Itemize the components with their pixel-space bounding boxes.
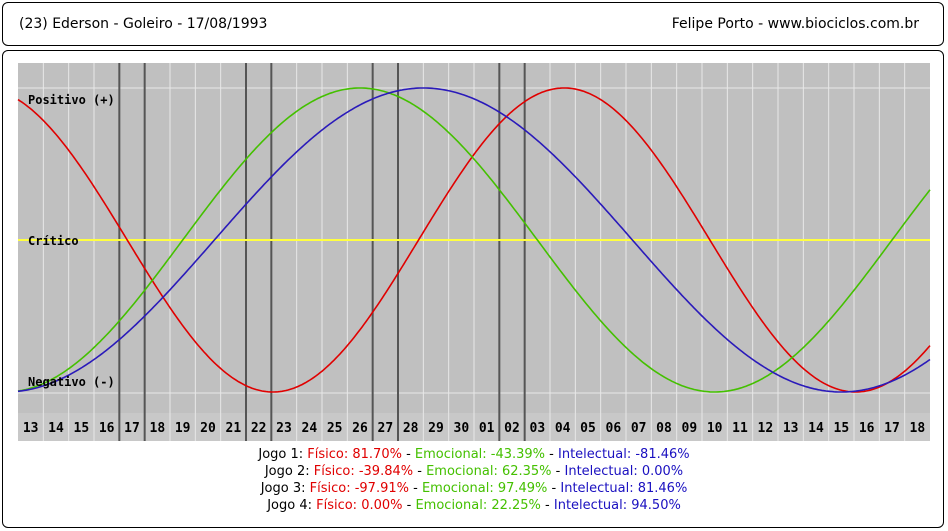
series-line-físico	[17, 87, 931, 393]
series-line-intelectual	[17, 87, 931, 393]
fisico-value: Físico: 81.70%	[307, 447, 402, 462]
separator: -	[413, 464, 427, 479]
x-tick-label: 13	[23, 421, 39, 436]
game-label: Jogo 1:	[258, 447, 308, 462]
x-tick-label: 15	[834, 421, 850, 436]
x-tick-label: 21	[226, 421, 242, 436]
x-tick-label: 03	[530, 421, 546, 436]
legend-row: Jogo 1: Físico: 81.70% - Emocional: -43.…	[0, 446, 948, 463]
x-tick-label: 28	[403, 421, 419, 436]
x-tick-label: 01	[479, 421, 495, 436]
game-label: Jogo 3:	[260, 481, 310, 496]
intelectual-value: Intelectual: -81.46%	[558, 447, 690, 462]
x-tick-label: 04	[555, 421, 571, 436]
x-tick-label: 17	[884, 421, 900, 436]
legend-row: Jogo 4: Físico: 0.00% - Emocional: 22.25…	[0, 497, 948, 514]
x-tick-label: 22	[251, 421, 267, 436]
x-tick-label: 02	[504, 421, 520, 436]
x-tick-label: 17	[124, 421, 140, 436]
x-tick-label: 19	[175, 421, 191, 436]
x-tick-label: 18	[910, 421, 926, 436]
header-bar: (23) Ederson - Goleiro - 17/08/1993 Feli…	[2, 2, 944, 46]
x-tick-label: 26	[352, 421, 368, 436]
emocional-value: Emocional: 62.35%	[426, 464, 552, 479]
separator: -	[551, 464, 565, 479]
positive-label: Positivo (+)	[28, 93, 115, 107]
critical-label: Crítico	[28, 234, 79, 248]
x-tick-label: 23	[276, 421, 292, 436]
game-label: Jogo 2:	[264, 464, 314, 479]
x-tick-label: 15	[74, 421, 90, 436]
site-credit: Felipe Porto - www.biociclos.com.br	[671, 16, 919, 32]
series-line-emocional	[17, 87, 931, 393]
fisico-value: Físico: 0.00%	[316, 498, 403, 513]
x-tick-label: 09	[682, 421, 698, 436]
x-tick-label: 13	[783, 421, 799, 436]
legend-row: Jogo 3: Físico: -97.91% - Emocional: 97.…	[0, 480, 948, 497]
intelectual-value: Intelectual: 81.46%	[560, 481, 688, 496]
x-tick-label: 18	[150, 421, 166, 436]
x-tick-label: 08	[656, 421, 672, 436]
x-tick-label: 16	[859, 421, 875, 436]
x-tick-label: 06	[606, 421, 622, 436]
intelectual-value: Intelectual: 0.00%	[564, 464, 684, 479]
x-tick-label: 07	[631, 421, 647, 436]
separator: -	[540, 498, 554, 513]
emocional-value: Emocional: 22.25%	[415, 498, 541, 513]
x-tick-label: 30	[454, 421, 470, 436]
emocional-value: Emocional: 97.49%	[421, 481, 548, 496]
separator: -	[547, 481, 561, 496]
separator: -	[401, 447, 415, 462]
separator: -	[545, 447, 559, 462]
game-label: Jogo 4:	[267, 498, 317, 513]
athlete-info: (23) Ederson - Goleiro - 17/08/1993	[19, 16, 268, 32]
x-tick-label: 11	[732, 421, 748, 436]
x-tick-label: 05	[580, 421, 596, 436]
negative-label: Negativo (-)	[28, 375, 115, 389]
x-tick-label: 12	[758, 421, 774, 436]
fisico-value: Físico: -39.84%	[313, 464, 414, 479]
intelectual-value: Intelectual: 94.50%	[553, 498, 681, 513]
x-tick-label: 24	[302, 421, 318, 436]
legend-row: Jogo 2: Físico: -39.84% - Emocional: 62.…	[0, 463, 948, 480]
x-tick-label: 16	[99, 421, 115, 436]
x-tick-label: 29	[428, 421, 444, 436]
x-tick-label: 25	[327, 421, 343, 436]
x-tick-label: 14	[808, 421, 824, 436]
separator: -	[408, 481, 422, 496]
emocional-value: Emocional: -43.39%	[414, 447, 546, 462]
x-tick-label: 14	[48, 421, 64, 436]
x-tick-label: 10	[707, 421, 723, 436]
separator: -	[402, 498, 416, 513]
x-tick-label: 27	[378, 421, 394, 436]
fisico-value: Físico: -97.91%	[309, 481, 409, 496]
x-tick-label: 20	[200, 421, 216, 436]
